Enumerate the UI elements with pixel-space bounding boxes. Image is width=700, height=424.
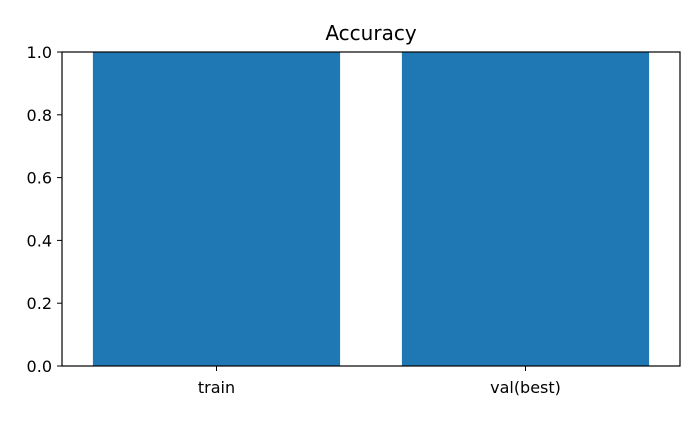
plot-frame (61, 51, 681, 367)
chart-title: Accuracy (325, 21, 416, 45)
x-tick-label: val(best) (490, 378, 561, 397)
x-tick-label: train (198, 378, 235, 397)
bar-val-best- (401, 52, 650, 366)
y-tick-label: 0.0 (27, 357, 52, 376)
x-axis: train val(best) (198, 366, 561, 397)
y-tick-label: 0.2 (27, 294, 52, 313)
y-tick-label: 1.0 (27, 43, 52, 62)
bar-train (92, 52, 341, 366)
y-tick-label: 0.4 (27, 231, 52, 250)
y-tick-label: 0.8 (27, 106, 52, 125)
bars-layer (92, 52, 650, 366)
y-axis: 0.0 0.2 0.4 0.6 0.8 1.0 (27, 43, 62, 376)
y-tick-label: 0.6 (27, 169, 52, 188)
